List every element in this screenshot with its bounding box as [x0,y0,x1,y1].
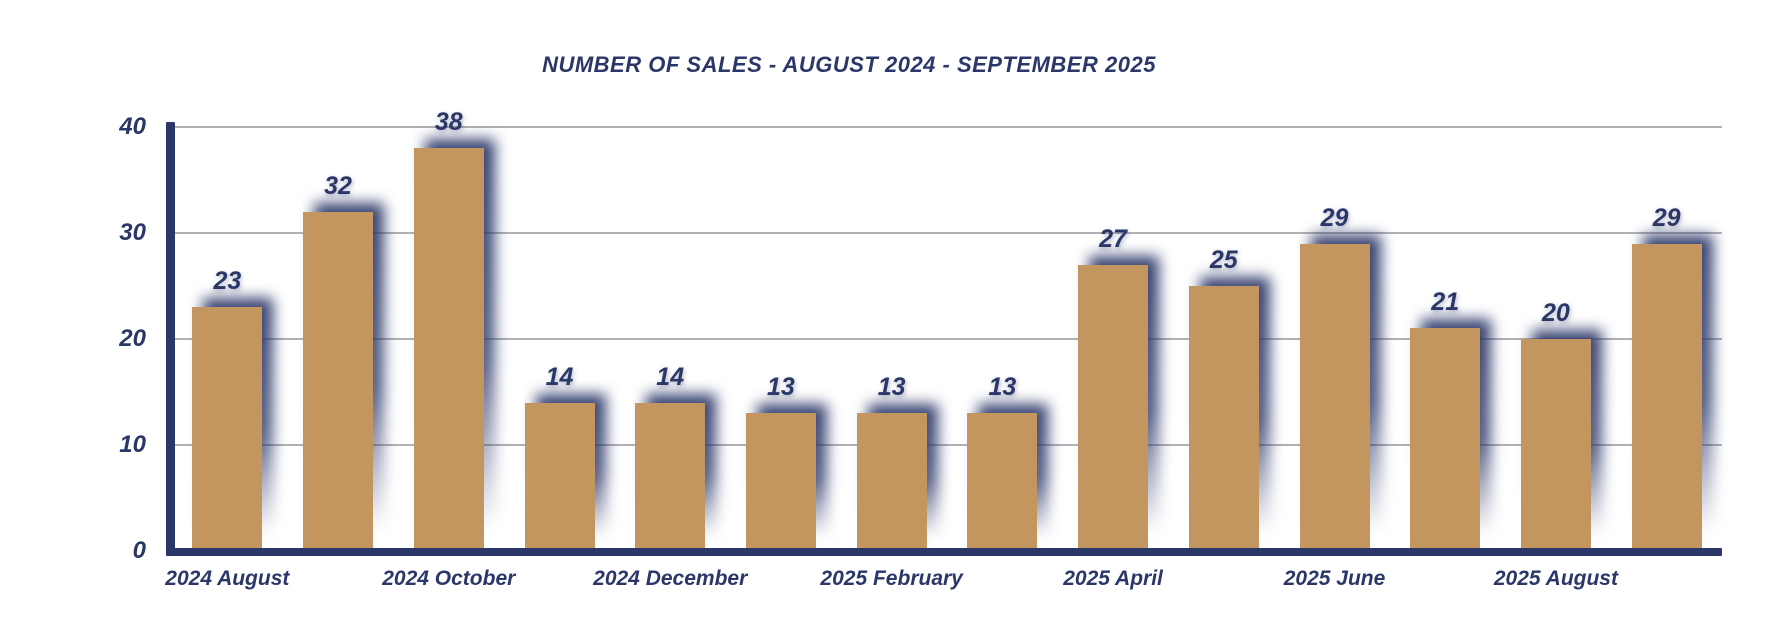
y-tick-label: 0 [132,537,146,564]
bar-2024-october [413,148,484,551]
gridline-20 [172,338,1722,340]
x-tick-label: 2024 December [593,567,748,590]
bar-value-label: 32 [324,171,352,200]
bar-value-label: 14 [656,362,685,391]
x-tick-label: 2024 October [382,567,516,590]
bar-2025-august [1520,339,1591,551]
y-tick-label: 10 [119,431,146,458]
y-tick-label: 40 [119,113,146,140]
bar-2025-july [1410,328,1481,551]
gridline-10 [172,444,1722,446]
bar-2025-april [1078,264,1149,551]
bar-value-label: 21 [1431,288,1460,317]
x-tick-label: 2025 August [1493,567,1618,590]
chart-title: NUMBER OF SALES - AUGUST 2024 - SEPTEMBE… [542,52,1156,77]
y-tick-label: 20 [119,325,146,352]
gridline-40 [172,126,1722,128]
bar-value-label: 14 [545,362,574,391]
x-tick-label: 2025 February [820,567,963,590]
bar-value-label: 20 [1542,299,1570,327]
bar-2025-february [856,413,927,551]
bar-value-label: 23 [213,267,242,296]
bar-2025-may [1188,286,1259,551]
bar-2025-march [967,413,1038,551]
bar-value-label: 13 [767,373,795,402]
bar-value-label: 13 [988,373,1017,402]
y-tick-label: 30 [119,219,146,246]
x-tick-label: 2024 August [165,567,290,590]
bar-value-label: 38 [434,108,463,137]
bar-value-label: 27 [1099,224,1127,253]
x-tick-label: 2025 April [1063,567,1163,590]
bar-2024-september [303,211,374,551]
bar-value-label: 25 [1209,246,1238,274]
bar-value-label: 29 [1320,203,1349,232]
bar-2025-june [1299,243,1370,551]
x-tick-label: 2025 June [1283,567,1386,590]
bar-2024-november [524,402,595,551]
bar-2024-december [635,402,706,551]
bar-value-label: 13 [877,373,906,402]
bar-2025-january [745,413,816,551]
y-axis-line [166,122,175,555]
bar-2025-september [1631,243,1702,551]
bar-2024-august [192,307,263,551]
x-axis-line [166,548,1722,556]
bar-value-label: 29 [1652,203,1681,232]
gridline-30 [172,232,1722,234]
